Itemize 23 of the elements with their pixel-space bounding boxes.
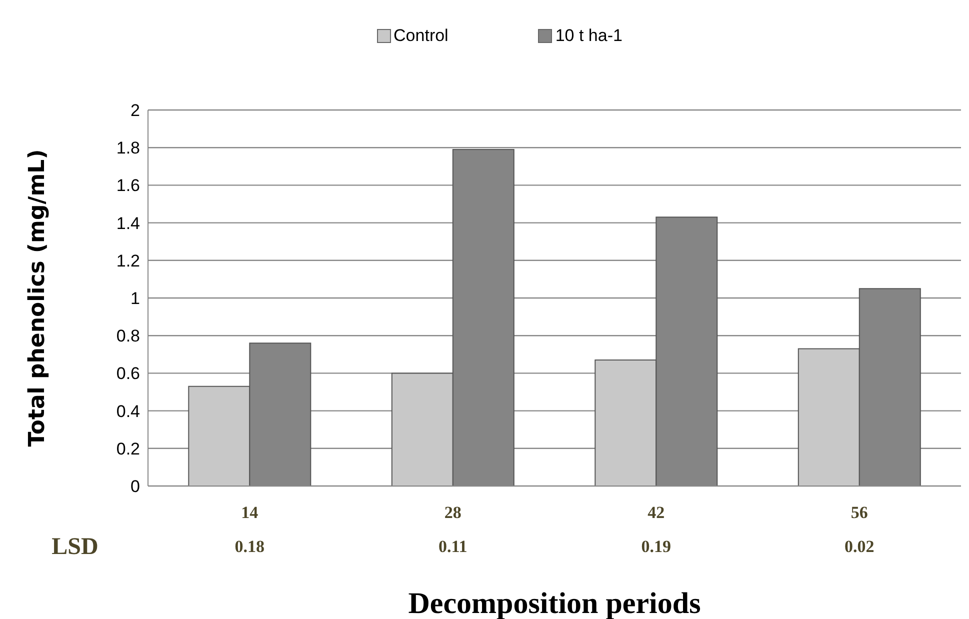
x-tick-label: 42: [648, 503, 665, 522]
y-tick-label: 0.8: [116, 326, 140, 346]
y-tick-label: 1.6: [116, 176, 140, 196]
text: 0.18: [234, 537, 264, 556]
text: LSD: [52, 534, 98, 560]
y-tick-label: 0: [130, 477, 140, 496]
y-tick-label: 0.2: [116, 439, 140, 458]
text: 0.11: [438, 537, 468, 556]
legend-label: 10 t ha-1: [554, 26, 622, 46]
x-tick-label: 14: [241, 503, 259, 522]
y-tick-label: 1: [130, 289, 140, 308]
y-tick-label: 1.2: [116, 251, 140, 270]
x-tick-label: 56: [850, 503, 868, 522]
y-tick-label: 1.8: [116, 138, 140, 158]
y-tick-label: 1.4: [116, 214, 140, 233]
y-tick-label: 2: [130, 101, 140, 120]
y-tick-label: 0.4: [116, 402, 140, 421]
text: 0.02: [844, 537, 874, 556]
y-tick-label: 0.6: [116, 364, 140, 384]
x-tick-label: 28: [444, 503, 462, 522]
legend-label: Control: [392, 26, 448, 46]
y-axis-title: Total phenolics (mg/mL): [24, 149, 50, 447]
text: 0.19: [641, 537, 671, 556]
